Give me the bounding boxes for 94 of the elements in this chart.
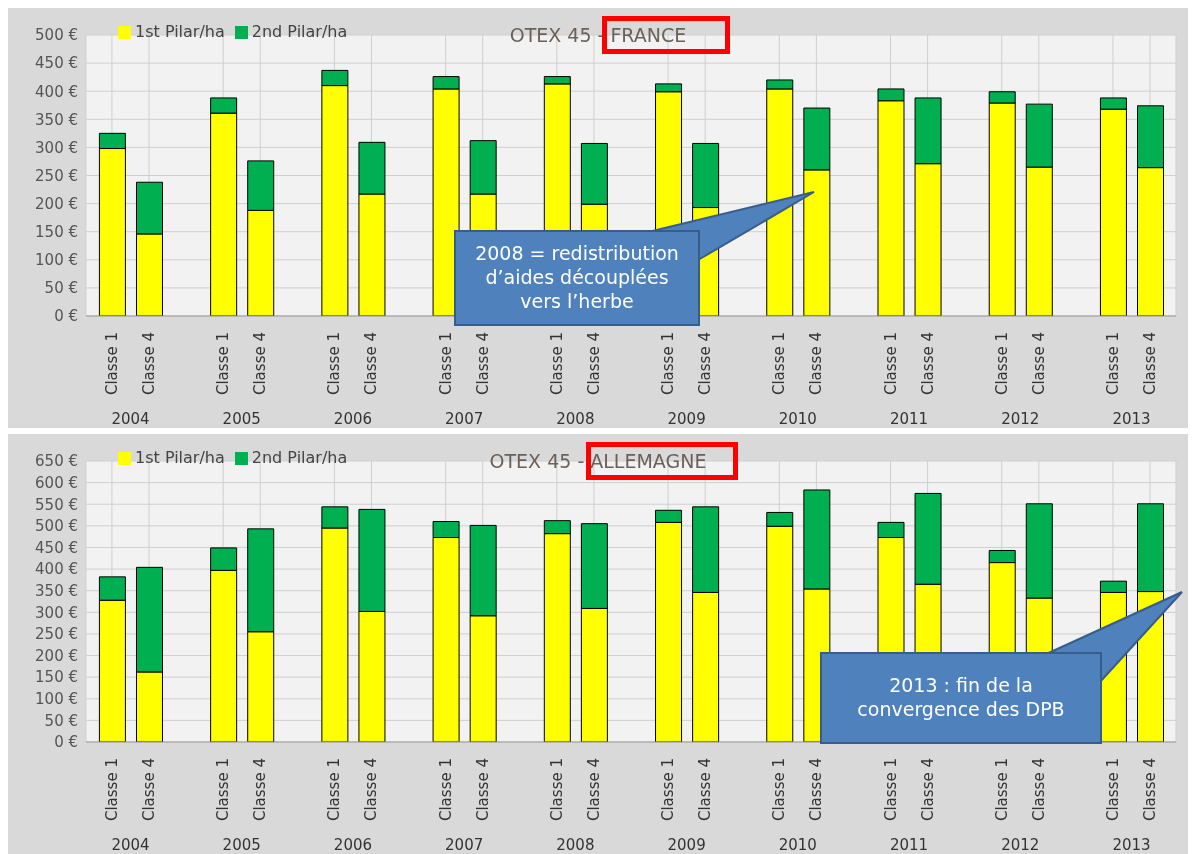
chart-title: OTEX 45 - ALLEMAGNE — [489, 450, 707, 472]
y-tick-label: 300 € — [35, 138, 78, 157]
text: 2010 — [778, 410, 817, 428]
x-tick-label: Classe 1 — [325, 332, 344, 396]
x-tick-label: Classe 1 — [770, 758, 789, 822]
x-tick-label: Classe 1 — [1103, 758, 1122, 822]
y-tick-label: 400 € — [35, 82, 78, 101]
text: 2013 — [1112, 410, 1151, 428]
x-tick-label: Classe 4 — [807, 332, 826, 396]
y-tick-label: 250 € — [35, 625, 78, 644]
legend-label: 2nd Pilar/ha — [251, 22, 348, 41]
x-tick-label: Classe 4 — [807, 758, 826, 822]
x-tick-label: Classe 4 — [362, 758, 381, 822]
x-tick-label: Classe 4 — [251, 758, 270, 822]
annotation: 2013 : fin de la convergence des DPB — [820, 652, 1102, 744]
x-tick-label: Classe 1 — [881, 758, 900, 822]
text: 2005 — [222, 410, 261, 428]
legend-label: 2nd Pilar/ha — [251, 448, 348, 467]
y-tick-label: 600 € — [35, 473, 78, 492]
x-tick-label: Classe 4 — [473, 758, 492, 822]
text: 2007 — [445, 836, 484, 854]
x-tick-label: Classe 1 — [992, 332, 1011, 396]
text: 2009 — [667, 410, 706, 428]
x-tick-label: Classe 4 — [140, 758, 159, 822]
text: 2007 — [445, 410, 484, 428]
x-tick-label: Classe 4 — [140, 332, 159, 396]
x-tick-label: Classe 4 — [251, 332, 270, 396]
x-tick-label: Classe 4 — [584, 758, 603, 822]
text: 2005 — [222, 836, 261, 854]
x-tick-label: Classe 4 — [1029, 758, 1048, 822]
x-tick-label: Classe 1 — [547, 758, 566, 822]
y-tick-label: 50 € — [44, 279, 78, 298]
text: 2012 — [1001, 410, 1040, 428]
y-tick-label: 150 € — [35, 668, 78, 687]
y-tick-label: 450 € — [35, 538, 78, 557]
y-tick-label: 50 € — [44, 711, 78, 730]
speech-callout: 2013 : fin de la convergence des DPB — [820, 590, 1184, 744]
x-tick-label: Classe 4 — [473, 332, 492, 396]
y-tick-label: 500 € — [35, 26, 78, 45]
x-tick-label: Classe 4 — [696, 332, 715, 396]
x-tick-label: Classe 1 — [881, 332, 900, 396]
y-tick-label: 550 € — [35, 495, 78, 514]
text: 2010 — [778, 836, 817, 854]
y-tick-label: 450 € — [35, 54, 78, 73]
x-tick-label: Classe 1 — [992, 758, 1011, 822]
text: 2013 — [1112, 836, 1151, 854]
x-tick-label: Classe 1 — [547, 332, 566, 396]
legend-label: 1st Pilar/ha — [135, 22, 225, 41]
y-tick-label: 150 € — [35, 223, 78, 242]
x-tick-label: Classe 4 — [362, 332, 381, 396]
annotation: 2008 = redistribution d’aides découplées vers l’herbe — [454, 230, 700, 326]
x-tick-label: Classe 1 — [214, 758, 233, 822]
x-tick-label: Classe 4 — [696, 758, 715, 822]
y-tick-label: 200 € — [35, 194, 78, 213]
x-tick-label: Classe 1 — [436, 758, 455, 822]
text: 2006 — [333, 836, 373, 854]
y-tick-label: 0 € — [54, 307, 78, 326]
y-tick-label: 100 € — [35, 690, 78, 709]
x-tick-label: Classe 1 — [770, 332, 789, 396]
text: 2006 — [333, 410, 373, 428]
x-tick-label: Classe 1 — [214, 332, 233, 396]
x-tick-label: Classe 4 — [918, 758, 937, 822]
y-tick-label: 350 € — [35, 110, 78, 129]
y-tick-label: 250 € — [35, 166, 78, 185]
text: 2004 — [111, 410, 150, 428]
text: 2011 — [889, 410, 929, 428]
text: 2011 — [889, 836, 929, 854]
text: 2009 — [667, 836, 706, 854]
x-tick-label: Classe 4 — [1029, 332, 1048, 396]
y-tick-label: 0 € — [54, 733, 78, 752]
y-tick-label: 650 € — [35, 452, 78, 471]
y-tick-label: 200 € — [35, 646, 78, 665]
x-tick-label: Classe 1 — [102, 332, 121, 396]
x-tick-label: Classe 1 — [325, 758, 344, 822]
text: 2008 — [556, 410, 595, 428]
y-tick-label: 500 € — [35, 517, 78, 536]
text: 2012 — [1001, 836, 1040, 854]
x-tick-label: Classe 4 — [584, 332, 603, 396]
x-tick-label: Classe 4 — [1141, 332, 1160, 396]
y-tick-label: 350 € — [35, 582, 78, 601]
text: 2008 — [556, 836, 595, 854]
x-tick-label: Classe 4 — [918, 332, 937, 396]
y-tick-label: 100 € — [35, 251, 78, 270]
x-tick-label: Classe 1 — [1103, 332, 1122, 396]
x-tick-label: Classe 4 — [1141, 758, 1160, 822]
speech-callout: 2008 = redistribution d’aides découplées vers l’herbe — [454, 190, 816, 326]
y-tick-label: 300 € — [35, 603, 78, 622]
legend-label: 1st Pilar/ha — [135, 448, 225, 467]
x-tick-label: Classe 1 — [436, 332, 455, 396]
text: 2004 — [111, 836, 150, 854]
x-tick-label: Classe 1 — [659, 332, 678, 396]
y-tick-label: 400 € — [35, 560, 78, 579]
x-tick-label: Classe 1 — [102, 758, 121, 822]
x-tick-label: Classe 1 — [659, 758, 678, 822]
